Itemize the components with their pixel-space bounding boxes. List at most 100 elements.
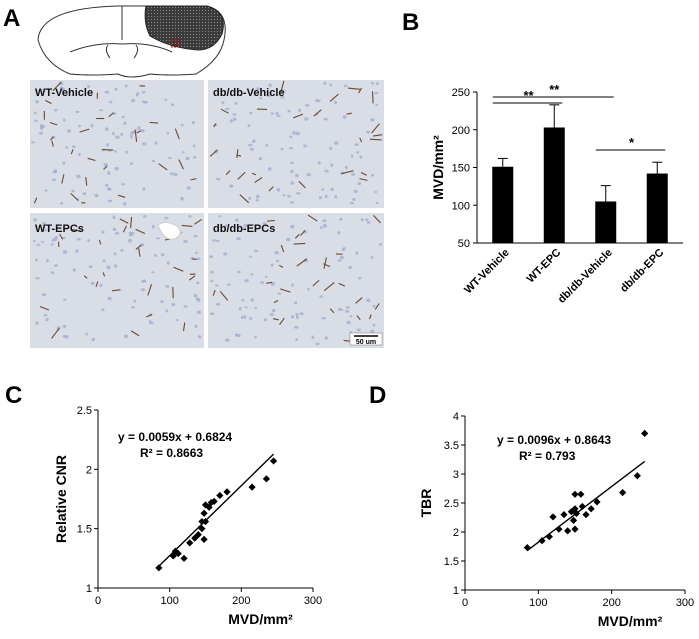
cell-nucleus <box>33 218 37 222</box>
cell-nucleus <box>226 283 231 286</box>
cell-nucleus <box>130 134 133 139</box>
data-point <box>262 475 271 483</box>
cell-nucleus <box>330 187 334 191</box>
cell-nucleus <box>106 187 111 190</box>
cell-nucleus <box>35 276 40 280</box>
cell-nucleus <box>348 265 353 270</box>
cell-nucleus <box>218 215 222 218</box>
microvessel <box>266 281 273 284</box>
cell-nucleus <box>275 111 279 116</box>
microvessel <box>174 128 180 140</box>
cell-nucleus <box>262 222 267 225</box>
cell-nucleus <box>321 317 326 320</box>
cell-nucleus <box>272 308 276 313</box>
cell-nucleus <box>103 163 108 167</box>
cell-nucleus <box>249 255 253 258</box>
cell-nucleus <box>350 154 354 158</box>
data-point <box>269 457 278 465</box>
cell-nucleus <box>307 287 310 291</box>
microvessel <box>102 148 114 151</box>
cell-nucleus <box>250 298 254 302</box>
brain-outline <box>37 5 226 78</box>
microvessel <box>219 290 229 301</box>
cell-nucleus <box>293 301 298 305</box>
cell-nucleus <box>315 99 318 102</box>
microvessel <box>181 224 193 227</box>
microvessel <box>119 218 129 224</box>
cell-nucleus <box>135 93 139 97</box>
cell-nucleus <box>188 215 192 218</box>
data-point <box>571 525 579 533</box>
cell-nucleus <box>287 109 291 113</box>
microvessel <box>293 242 306 245</box>
x-tick-label: 200 <box>602 597 620 609</box>
cell-nucleus <box>176 319 179 322</box>
cell-nucleus <box>59 201 64 205</box>
micrograph-grid <box>30 80 384 348</box>
cell-nucleus <box>91 337 96 342</box>
bar <box>646 173 668 243</box>
cell-nucleus <box>128 231 133 235</box>
cell-nucleus <box>260 281 265 284</box>
cell-nucleus <box>196 310 202 314</box>
x-tick-label: db/db-Vehicle <box>556 247 615 306</box>
y-tick-label: 2.5 <box>444 498 459 510</box>
micrograph-tile <box>30 80 204 208</box>
cell-nucleus <box>232 113 237 116</box>
cell-nucleus <box>304 258 308 263</box>
cell-nucleus <box>329 146 333 151</box>
cell-nucleus <box>356 151 360 154</box>
microvessel <box>194 218 203 225</box>
data-point <box>216 491 224 500</box>
cell-nucleus <box>324 169 329 173</box>
cell-nucleus <box>353 189 358 194</box>
microvessel <box>355 297 363 304</box>
cell-nucleus <box>196 257 201 261</box>
y-tick-label: 3 <box>453 469 459 481</box>
cell-nucleus <box>129 162 134 165</box>
cell-nucleus <box>53 264 59 267</box>
y-tick-label: 1.5 <box>77 524 92 536</box>
cell-nucleus <box>324 194 328 199</box>
cell-nucleus <box>290 224 295 229</box>
cell-nucleus <box>114 231 120 235</box>
microvessel <box>118 194 126 198</box>
cell-nucleus <box>342 115 347 119</box>
cell-nucleus <box>101 308 105 312</box>
data-point <box>523 544 531 552</box>
y-tick-label: 2 <box>453 527 459 539</box>
cell-nucleus <box>99 109 103 112</box>
cell-nucleus <box>295 313 299 316</box>
microvessel <box>237 171 246 180</box>
cell-nucleus <box>280 147 284 151</box>
microvessel <box>368 314 372 320</box>
microvessel <box>251 172 257 176</box>
cell-nucleus <box>225 338 230 342</box>
cell-nucleus <box>255 199 259 202</box>
cell-nucleus <box>282 194 286 197</box>
microvessel <box>346 112 352 115</box>
cell-nucleus <box>370 81 375 85</box>
cell-nucleus <box>181 151 185 154</box>
cell-nucleus <box>94 193 99 198</box>
microvessel <box>102 272 106 277</box>
cell-nucleus <box>346 320 351 325</box>
cell-nucleus <box>151 271 155 274</box>
trend-line <box>158 453 275 567</box>
cell-nucleus <box>249 111 253 115</box>
cell-nucleus <box>366 221 371 224</box>
data-point <box>223 488 231 496</box>
cell-nucleus <box>40 124 44 128</box>
microvessel <box>239 194 250 204</box>
cell-nucleus <box>265 143 269 147</box>
data-point <box>571 490 579 498</box>
panel-label-b: B <box>402 9 419 36</box>
microvessel <box>83 275 88 279</box>
x-axis-label: MVD/mm² <box>228 611 293 627</box>
cell-nucleus <box>44 229 48 232</box>
microvessel <box>278 264 284 268</box>
data-point <box>582 511 590 519</box>
cell-nucleus <box>101 230 105 234</box>
cell-nucleus <box>59 86 63 89</box>
